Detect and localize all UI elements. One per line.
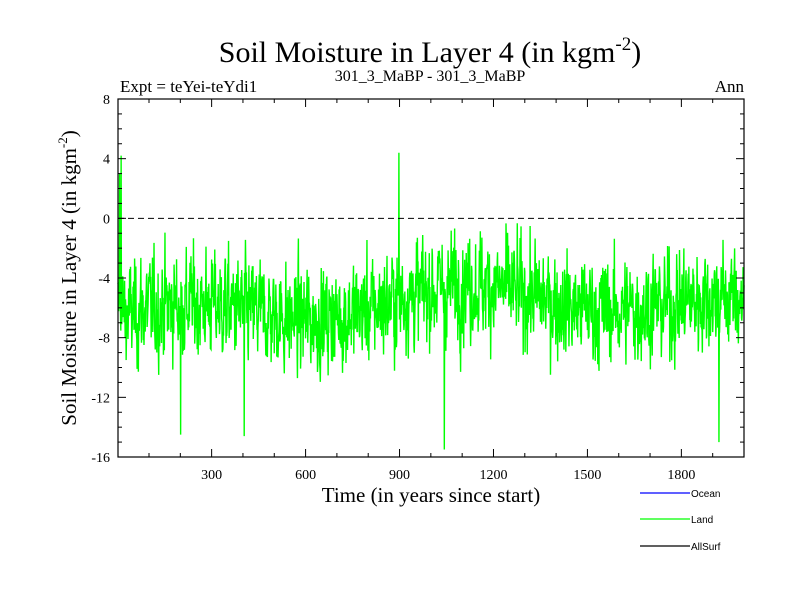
legend: Ocean Land AllSurf [640,489,721,553]
x-tick-label: 600 [295,468,316,483]
x-tick-label: 1200 [479,468,507,483]
y-tick-label: -12 [91,391,110,406]
y-tick-label: 4 [103,153,110,168]
x-axis-label: Time (in years since start) [322,483,541,507]
plot-area [117,152,745,450]
x-tick-label: 900 [389,468,410,483]
legend-allsurf-label: AllSurf [691,542,721,553]
x-tick-label: 300 [201,468,222,483]
y-tick-label: 8 [103,93,110,108]
season-label: Ann [715,77,745,96]
chart-title: Soil Moisture in Layer 4 (in kgm-2) [219,34,641,69]
land-series-line [117,152,745,450]
y-axis-label: Soil Moisture in Layer 4 (in kgm-2) [55,130,81,425]
legend-ocean-label: Ocean [691,489,720,500]
y-tick-label: 0 [103,212,110,227]
x-axis: 300 600 900 1200 1500 1800 [148,99,714,483]
legend-land-label: Land [691,515,713,526]
experiment-label: Expt = teYei-teYdi1 [120,77,257,96]
x-tick-label: 1800 [667,468,695,483]
period-label: 301_3_MaBP - 301_3_MaBP [335,68,526,85]
y-axis: 8 4 0 -4 -8 -12 -16 [91,93,744,466]
y-tick-label: -8 [98,332,110,347]
y-tick-label: -16 [91,451,110,466]
x-tick-label: 1500 [573,468,601,483]
y-tick-label: -4 [98,272,110,287]
